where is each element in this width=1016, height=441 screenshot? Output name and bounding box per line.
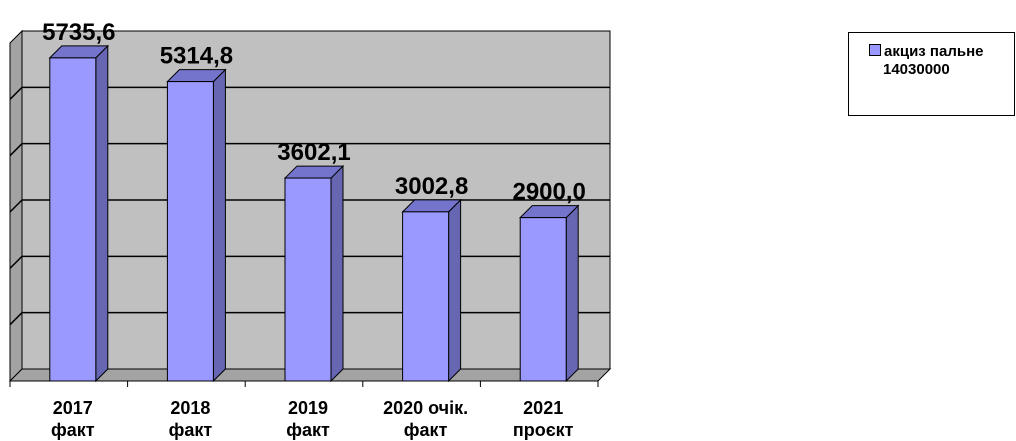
data-label: 2900,0 <box>512 179 585 206</box>
gridline <box>9 86 610 100</box>
data-label: 3602,1 <box>277 139 350 166</box>
bar-front <box>519 217 567 382</box>
legend-label-line1: акциз пальне <box>884 43 984 60</box>
chart-x-axis: 2017 факт 2018 факт 2019 факт 2020 очік. факт 20… <box>9 380 599 440</box>
bar-side <box>95 44 109 383</box>
bar-side <box>212 68 226 383</box>
chart-data-labels: 5735,6 5314,8 3602,1 3002,8 2900,0 <box>42 19 586 206</box>
gridline <box>9 142 610 157</box>
bar-side <box>565 204 579 383</box>
x-tick-label: 2018 факт <box>169 398 213 440</box>
bar <box>48 44 110 383</box>
bar <box>518 204 580 383</box>
legend-entry: акциз пальне 14030000 <box>869 43 983 79</box>
bar-front <box>402 211 450 382</box>
x-tick-label: 2021 проєкт <box>513 398 574 440</box>
chart-bars <box>48 44 580 383</box>
bar-side <box>330 164 344 383</box>
bar <box>166 68 227 383</box>
x-tick-label: 2017 факт <box>51 398 95 440</box>
bar <box>283 164 345 383</box>
bar-front <box>166 81 214 382</box>
bar <box>401 198 462 383</box>
x-tick-label: 2020 очік. факт <box>383 398 468 440</box>
legend-swatch <box>869 44 881 56</box>
chart-legend: акциз пальне 14030000 <box>848 32 1015 116</box>
legend-label-line2: 14030000 <box>883 61 950 78</box>
bar-front <box>284 177 332 382</box>
bar-side <box>448 198 462 383</box>
data-label: 5735,6 <box>42 19 115 46</box>
bar-front <box>49 57 97 382</box>
x-tick-label: 2019 факт <box>286 398 330 440</box>
data-label: 3002,8 <box>395 173 468 200</box>
data-label: 5314,8 <box>160 43 233 70</box>
